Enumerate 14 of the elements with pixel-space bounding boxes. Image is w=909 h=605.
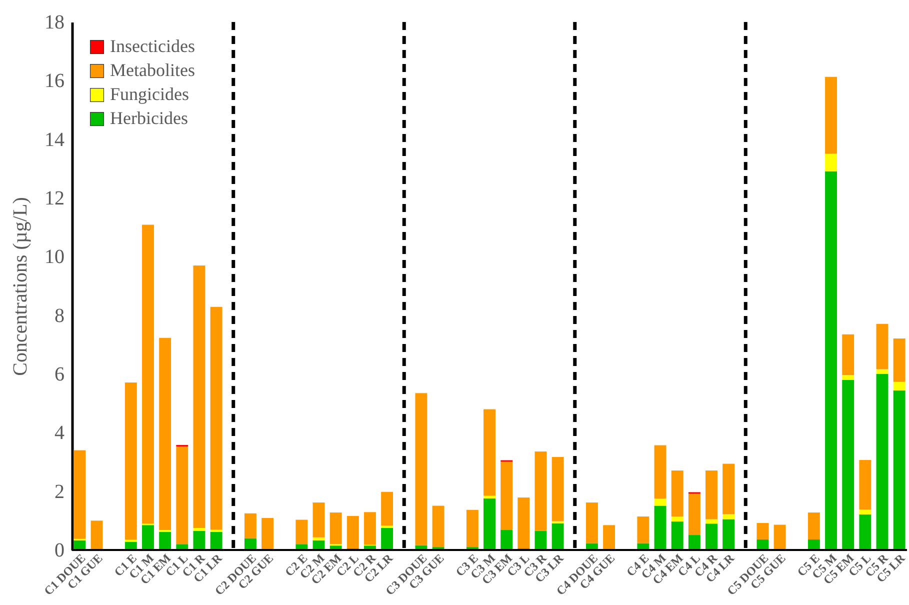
y-tick-label: 14 — [44, 128, 64, 151]
y-tick-label: 10 — [44, 246, 64, 268]
y-tick-label: 6 — [54, 364, 64, 386]
y-tick-label: 4 — [54, 422, 64, 444]
legend-label: Herbicides — [110, 108, 188, 128]
legend-label: Metabolites — [110, 60, 195, 80]
y-tick-label: 12 — [44, 188, 64, 210]
y-tick-label: 2 — [54, 480, 64, 503]
y-tick-label: 8 — [54, 304, 64, 327]
legend-label: Fungicides — [110, 84, 189, 104]
y-axis-title: Concentrations (µg/L) — [10, 197, 32, 376]
legend-label: Insecticides — [110, 36, 195, 56]
y-tick-label: 16 — [44, 70, 64, 92]
y-tick-label: 18 — [44, 12, 64, 34]
